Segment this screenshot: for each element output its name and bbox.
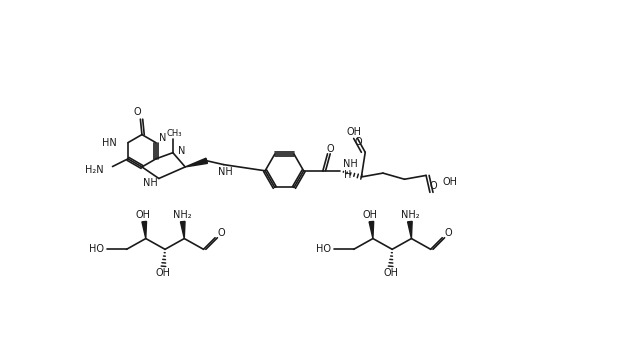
Text: OH: OH (135, 210, 150, 220)
Text: NH₂: NH₂ (173, 210, 192, 220)
Text: HN: HN (103, 138, 117, 147)
Polygon shape (185, 158, 207, 167)
Text: N: N (178, 146, 186, 156)
Text: NH: NH (343, 159, 358, 169)
Text: HO: HO (89, 244, 104, 254)
Text: OH: OH (362, 210, 377, 220)
Text: CH₃: CH₃ (167, 129, 182, 138)
Text: O: O (429, 181, 437, 191)
Text: O: O (217, 228, 225, 238)
Text: O: O (355, 136, 362, 146)
Text: NH: NH (142, 178, 158, 188)
Text: O: O (445, 228, 452, 238)
Text: HO: HO (316, 244, 331, 254)
Polygon shape (180, 221, 185, 238)
Polygon shape (369, 221, 374, 238)
Text: NH: NH (218, 167, 232, 177)
Text: H: H (344, 170, 351, 180)
Text: O: O (327, 144, 335, 154)
Text: H₂N: H₂N (84, 165, 103, 175)
Text: O: O (134, 107, 141, 117)
Polygon shape (408, 221, 412, 238)
Polygon shape (142, 221, 147, 238)
Text: OH: OH (443, 176, 458, 187)
Text: NH₂: NH₂ (401, 210, 419, 220)
Text: OH: OH (383, 268, 398, 278)
Text: N: N (159, 133, 166, 143)
Text: OH: OH (156, 268, 171, 278)
Text: OH: OH (346, 126, 361, 136)
